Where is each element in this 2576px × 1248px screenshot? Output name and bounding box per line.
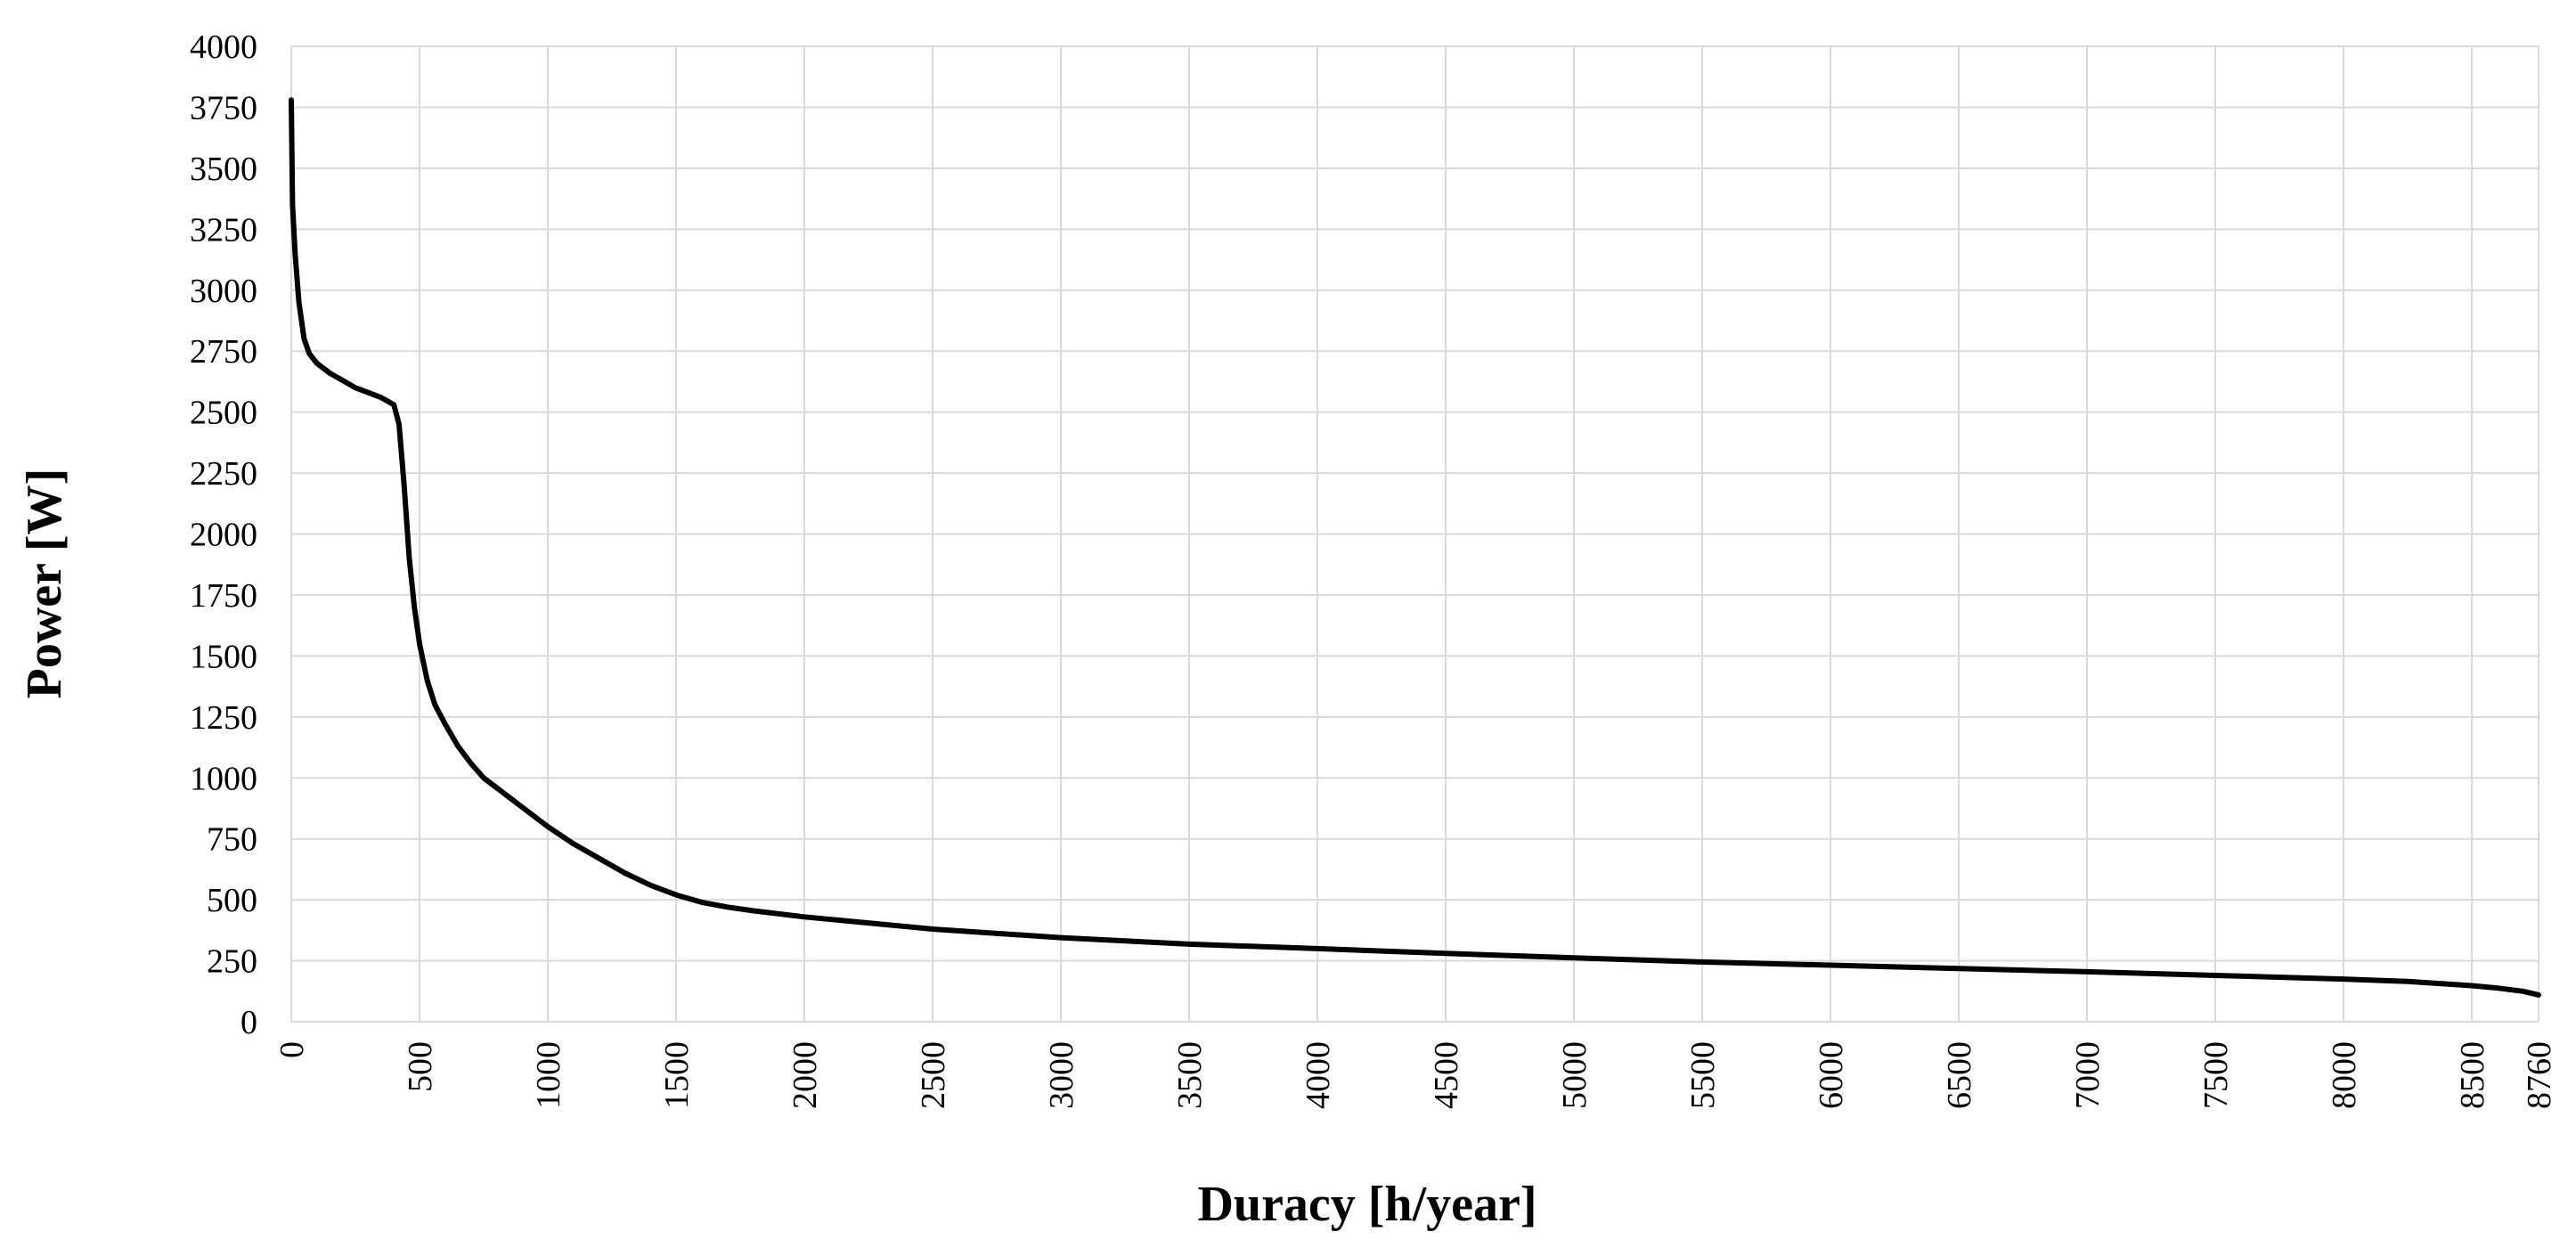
y-tick-label: 1250 bbox=[190, 699, 257, 737]
power-duration-line bbox=[289, 97, 2541, 998]
y-tick-label: 3000 bbox=[190, 273, 257, 310]
x-tick-label: 2500 bbox=[915, 1041, 952, 1109]
y-tick-label: 500 bbox=[207, 882, 257, 919]
y-tick-label: 1000 bbox=[190, 760, 257, 797]
y-tick-label: 2500 bbox=[190, 395, 257, 432]
x-tick-label: 4500 bbox=[1428, 1041, 1465, 1109]
x-tick-label: 6000 bbox=[1813, 1041, 1850, 1109]
x-tick-label: 3500 bbox=[1171, 1041, 1209, 1109]
horizontal-gridlines bbox=[291, 45, 2539, 1023]
y-axis-tick-labels: 0 250 500 750 1000 1250 1500 1750 2000 2250 2500 27… bbox=[190, 29, 257, 1041]
x-axis-title: Duracy [h/year] bbox=[1197, 1177, 1537, 1232]
x-tick-label: 7500 bbox=[2197, 1041, 2235, 1109]
y-tick-label: 3250 bbox=[190, 211, 257, 249]
x-tick-label: 6500 bbox=[1941, 1041, 1978, 1109]
y-tick-label: 0 bbox=[240, 1004, 257, 1041]
y-tick-label: 3750 bbox=[190, 89, 257, 126]
x-tick-label: 1000 bbox=[530, 1041, 567, 1109]
y-axis-title: Power [W] bbox=[17, 469, 72, 699]
x-tick-label: 7000 bbox=[2069, 1041, 2107, 1109]
x-tick-label: 2000 bbox=[787, 1041, 824, 1109]
x-tick-label: 8000 bbox=[2326, 1041, 2363, 1109]
x-tick-label: 3000 bbox=[1043, 1041, 1080, 1109]
y-tick-label: 2000 bbox=[190, 517, 257, 554]
x-tick-label: 5000 bbox=[1556, 1041, 1594, 1109]
y-tick-label: 1500 bbox=[190, 638, 257, 675]
y-tick-label: 750 bbox=[207, 821, 257, 859]
x-tick-label: 8760 bbox=[2521, 1041, 2558, 1109]
x-tick-label: 1500 bbox=[658, 1041, 696, 1109]
x-tick-label: 5500 bbox=[1684, 1041, 1722, 1109]
x-tick-label: 0 bbox=[273, 1041, 311, 1058]
y-tick-label: 1750 bbox=[190, 577, 257, 615]
x-tick-label: 4000 bbox=[1300, 1041, 1337, 1109]
y-tick-label: 2250 bbox=[190, 455, 257, 493]
y-tick-label: 3500 bbox=[190, 151, 257, 188]
x-axis-tick-labels: 0 500 1000 1500 2000 2500 3000 3500 4000 4500 5000… bbox=[273, 1041, 2558, 1109]
y-tick-label: 250 bbox=[207, 943, 257, 981]
x-tick-label: 500 bbox=[402, 1041, 439, 1092]
x-tick-label: 8500 bbox=[2454, 1041, 2491, 1109]
y-tick-label: 4000 bbox=[190, 29, 257, 66]
y-tick-label: 2750 bbox=[190, 333, 257, 371]
